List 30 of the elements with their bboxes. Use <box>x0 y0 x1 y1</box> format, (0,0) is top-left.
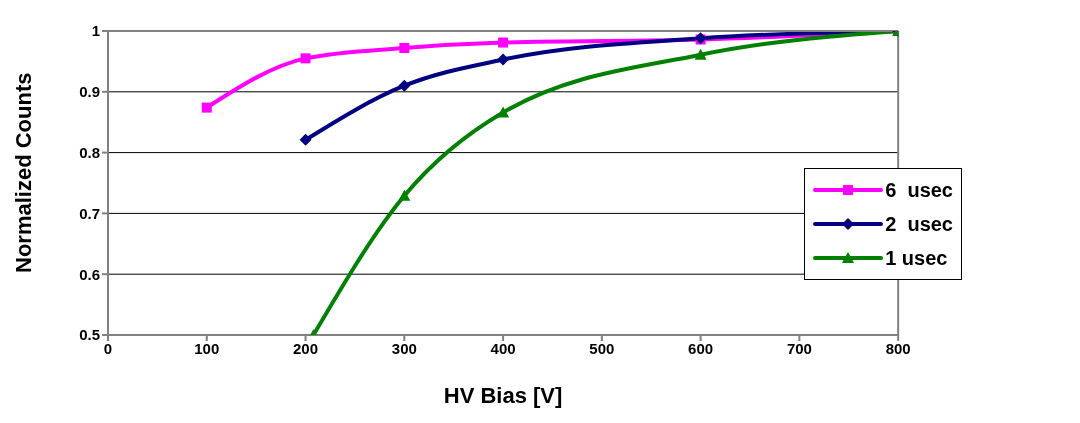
y-tick-label: 0.6 <box>79 265 100 283</box>
point <box>398 189 411 201</box>
x-tick-label: 800 <box>885 339 911 357</box>
point <box>398 79 411 92</box>
point <box>498 37 509 48</box>
y-tick-label: 1 <box>91 22 100 40</box>
y-tick-label: 0.8 <box>79 143 100 161</box>
point <box>299 133 312 146</box>
point <box>399 43 410 54</box>
x-tick-label: 500 <box>589 339 615 357</box>
point <box>300 53 311 64</box>
x-tick-label: 0 <box>103 339 113 357</box>
x-tick-label: 400 <box>490 339 516 357</box>
x-tick-label: 200 <box>293 339 319 357</box>
x-tick-label: 700 <box>786 339 812 357</box>
legend-label: 6 usec <box>885 178 953 203</box>
x-tick-label: 600 <box>688 339 714 357</box>
y-tick-label: 0.7 <box>79 204 100 222</box>
legend-label: 1 usec <box>885 246 948 271</box>
point <box>694 48 707 60</box>
point <box>201 102 212 113</box>
x-tick-label: 300 <box>391 339 417 357</box>
y-axis-title: Normalized Counts <box>10 72 36 273</box>
x-tick-label: 100 <box>194 339 220 357</box>
legend-label: 2 usec <box>885 212 953 237</box>
point <box>497 106 510 118</box>
point <box>497 53 510 66</box>
y-tick-label: 0.9 <box>79 83 100 101</box>
x-axis-title: HV Bias [V] <box>443 383 563 408</box>
y-tick-label: 0.5 <box>79 326 100 344</box>
